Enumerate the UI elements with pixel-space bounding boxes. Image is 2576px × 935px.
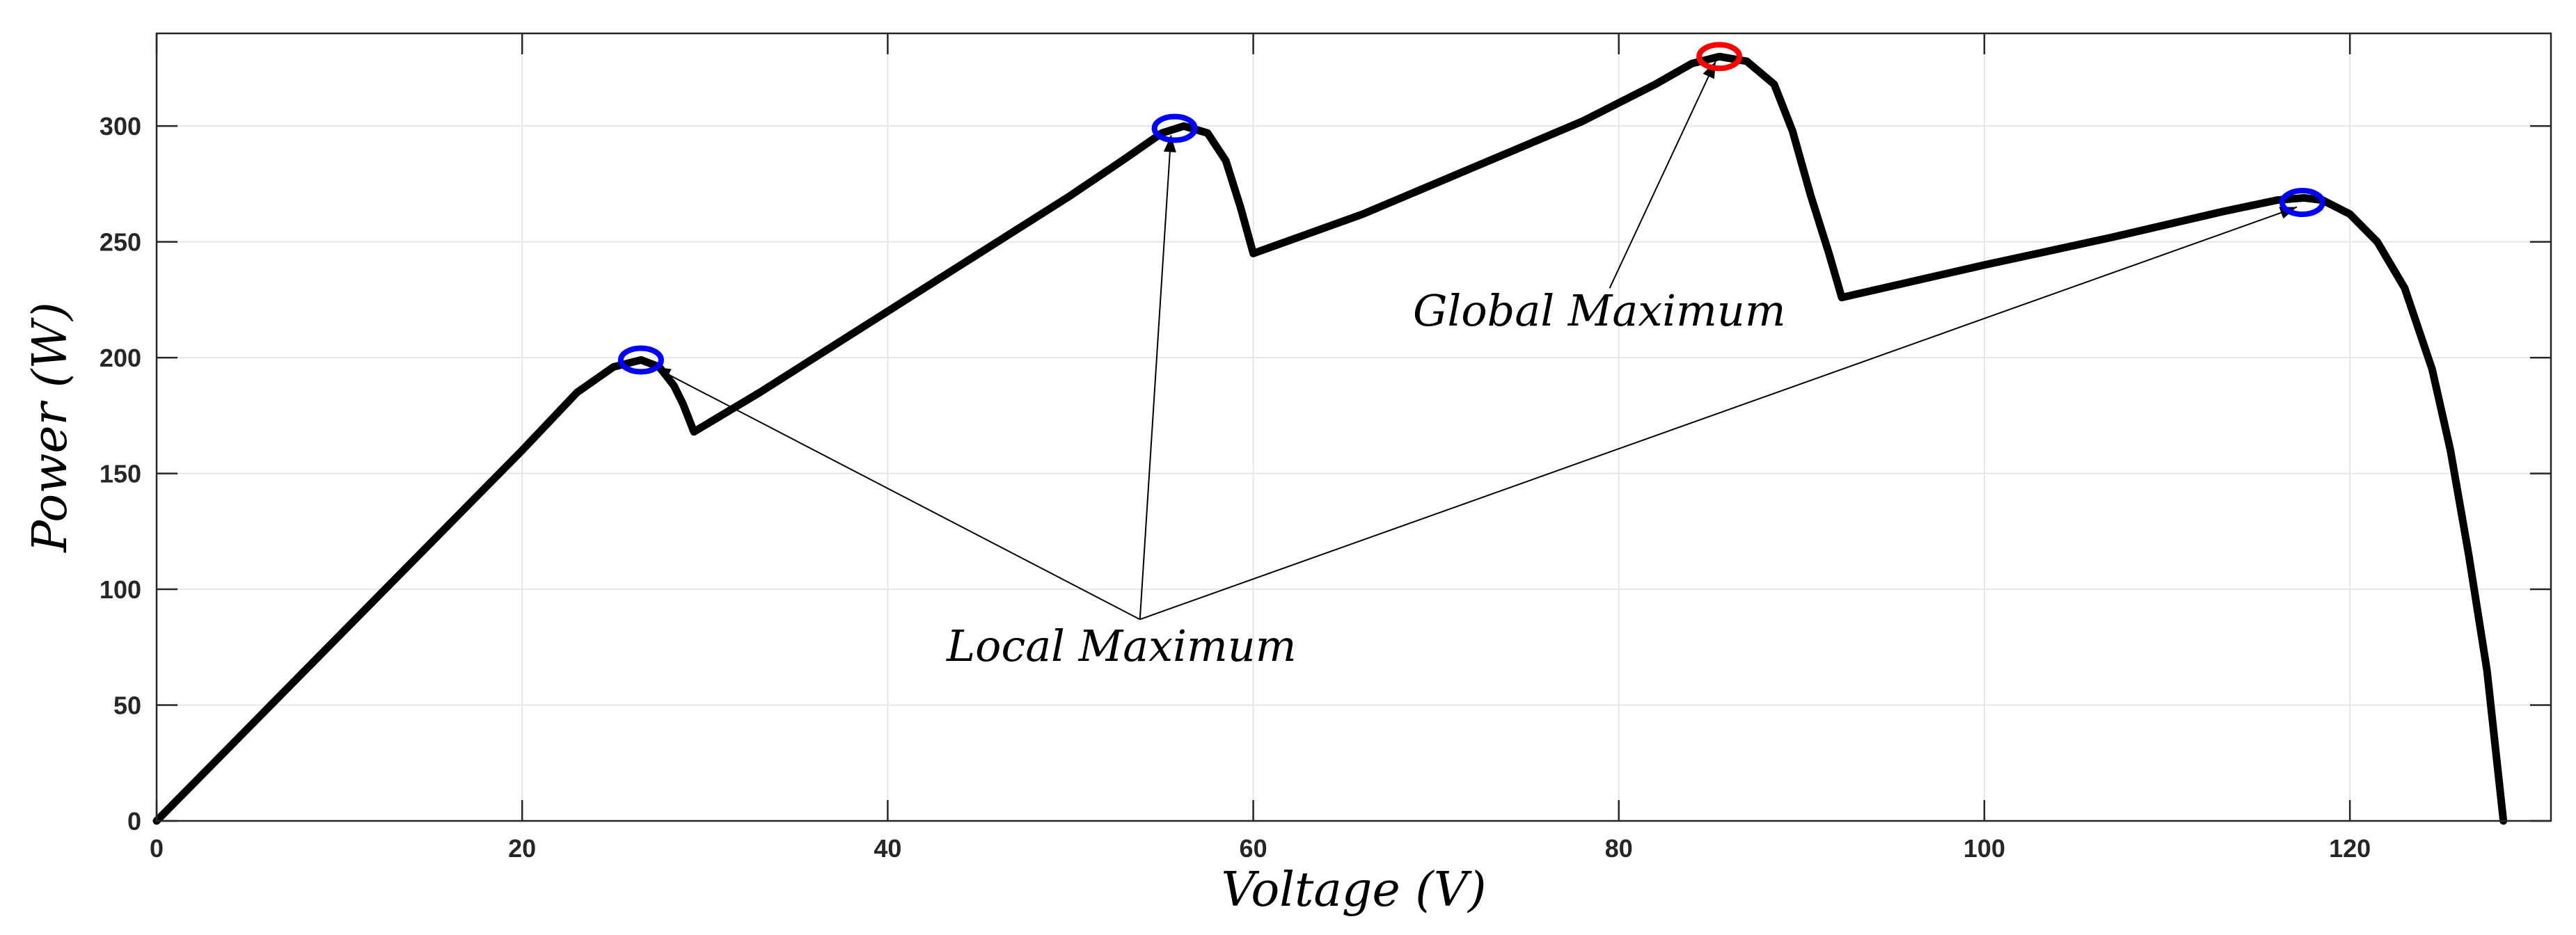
y-tick-label: 50	[113, 692, 141, 720]
maximum-markers	[617, 42, 2325, 375]
x-tick-label: 0	[150, 834, 164, 863]
plot-frame	[155, 32, 2552, 822]
y-tick-label: 100	[100, 575, 141, 604]
global-maximum-annotation: Global Maximum	[1413, 285, 1786, 336]
y-tick-label: 300	[100, 112, 141, 141]
y-tick-label: 0	[127, 807, 141, 836]
annotation-pointer-line	[1139, 206, 2298, 621]
y-axis-label: Power (W)	[23, 302, 78, 553]
local-maximum-marker	[1151, 113, 1198, 143]
x-tick-label: 40	[874, 834, 901, 863]
local-maximum-marker	[617, 345, 664, 375]
local-maximum-marker	[2279, 188, 2325, 218]
text-layer: 0 20 40 60 80 100 120 0 50 100 150 200 250 300 Voltage…	[23, 112, 2371, 918]
axis-ticks	[155, 33, 2551, 822]
global-maximum-marker	[1696, 42, 1743, 72]
annotation-arrowhead	[1163, 135, 1176, 153]
x-tick-label: 20	[508, 834, 536, 863]
x-axis-label: Voltage (V)	[1222, 863, 1487, 918]
annotation-pointer-line	[1609, 61, 1716, 289]
local-maximum-annotation: Local Maximum	[946, 621, 1296, 671]
plot-area	[157, 33, 2551, 821]
y-tick-label: 150	[100, 460, 141, 488]
x-tick-label: 100	[1963, 834, 2005, 863]
y-tick-label: 250	[100, 228, 141, 257]
x-tick-label: 120	[2329, 834, 2371, 863]
x-tick-label: 60	[1240, 834, 1267, 863]
y-tick-label: 200	[100, 344, 141, 372]
x-tick-label: 80	[1605, 834, 1633, 863]
annotation-pointer-line	[1139, 135, 1172, 620]
